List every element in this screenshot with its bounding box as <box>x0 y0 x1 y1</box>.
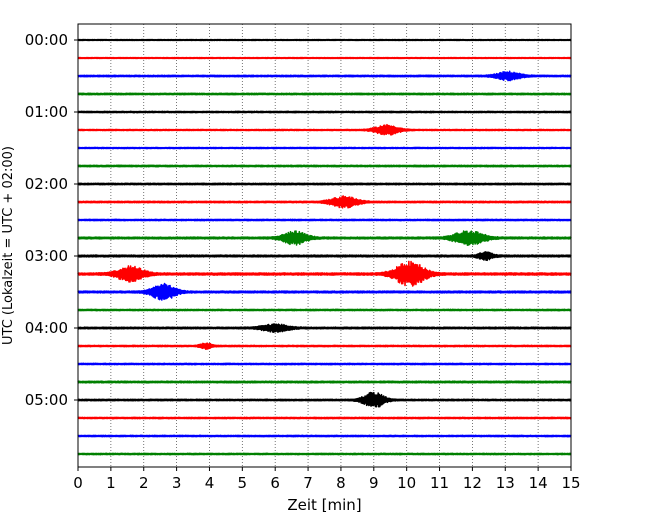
y-ticks: 00:00 01:00 02:00 03:00 04:00 05:00 <box>25 31 78 409</box>
x-tick-label: 10 <box>397 474 416 492</box>
trace-0230 <box>77 218 572 222</box>
x-tick-label: 5 <box>238 474 248 492</box>
x-tick-label: 2 <box>139 474 149 492</box>
trace-0015 <box>77 56 572 60</box>
x-tick-label: 14 <box>529 474 548 492</box>
x-tick-label: 13 <box>496 474 515 492</box>
trace-0130 <box>77 146 572 150</box>
x-ticks: 0 1 2 3 4 5 6 7 8 9 10 11 12 13 14 15 <box>73 467 581 492</box>
y-tick-label: 01:00 <box>25 103 68 121</box>
trace-0445 <box>77 380 572 384</box>
x-tick-label: 6 <box>270 474 280 492</box>
trace-0345 <box>77 308 572 312</box>
trace-0045 <box>77 92 572 96</box>
trace-0145 <box>77 164 572 168</box>
x-tick-label: 9 <box>369 474 379 492</box>
trace-layer <box>77 38 572 456</box>
x-tick-label: 8 <box>336 474 346 492</box>
x-tick-label: 0 <box>73 474 83 492</box>
trace-0400 <box>77 323 572 333</box>
x-tick-label: 3 <box>172 474 182 492</box>
y-tick-label: 02:00 <box>25 175 68 193</box>
y-tick-label: 00:00 <box>25 31 68 49</box>
trace-0515 <box>77 416 572 420</box>
trace-0330 <box>77 282 572 301</box>
plot-frame <box>77 23 572 468</box>
trace-0100 <box>77 110 572 114</box>
trace-0000 <box>77 38 572 42</box>
trace-0415 <box>77 342 572 351</box>
trace-0215 <box>77 195 572 209</box>
x-tick-label: 12 <box>463 474 482 492</box>
trace-0530 <box>77 434 572 438</box>
trace-0500 <box>77 391 572 408</box>
trace-0115 <box>77 123 572 136</box>
trace-0430 <box>77 362 572 366</box>
trace-0300 <box>77 251 572 262</box>
y-axis-label: UTC (Lokalzeit = UTC + 02:00) <box>1 146 16 345</box>
axes-layer <box>77 23 572 468</box>
trace-0245 <box>77 230 572 247</box>
grid-layer <box>110 24 539 467</box>
x-tick-label: 1 <box>106 474 116 492</box>
y-tick-label: 03:00 <box>25 247 68 265</box>
y-tick-label: 04:00 <box>25 319 68 337</box>
x-tick-label: 7 <box>303 474 313 492</box>
x-tick-label: 4 <box>205 474 215 492</box>
trace-0545 <box>77 452 572 456</box>
x-tick-label: 15 <box>561 474 580 492</box>
trace-0200 <box>77 182 572 186</box>
trace-0030 <box>77 70 572 82</box>
trace-0315 <box>77 260 572 287</box>
x-axis-label: Zeit [min] <box>287 496 361 514</box>
y-tick-label: 05:00 <box>25 391 68 409</box>
x-tick-label: 11 <box>430 474 449 492</box>
